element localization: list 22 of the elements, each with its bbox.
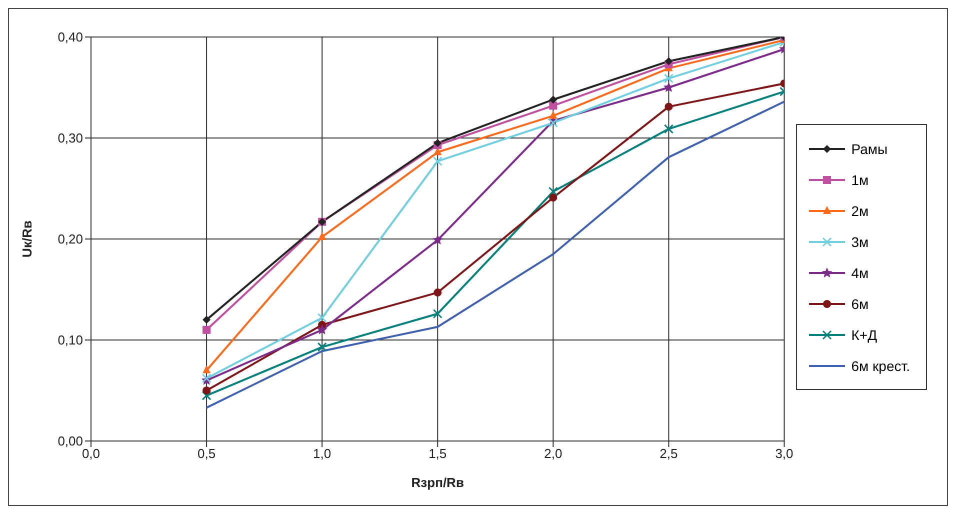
legend-label: 2м (851, 202, 869, 218)
legend-label: 4м (851, 264, 869, 280)
legend-label: 1м (851, 172, 869, 188)
x-tick-label: 0,0 (82, 446, 100, 462)
legend-label: Рамы (851, 140, 888, 156)
y-tick-label: 0,40 (58, 30, 83, 45)
x-tick-label: 2,5 (660, 446, 678, 462)
x-tick-label: 1,0 (313, 446, 332, 462)
y-axis-title: Uк/Rв (20, 220, 35, 258)
x-tick-label: 3,0 (775, 446, 794, 462)
x-tick-label: 0,5 (198, 446, 216, 462)
x-axis-title: Rзрп/Rв (411, 475, 464, 490)
legend-label: К+Д (851, 326, 878, 342)
x-tick-label: 2,0 (544, 446, 562, 462)
y-tick-label: 0,20 (58, 232, 83, 247)
legend-label: 6м (851, 296, 869, 312)
y-tick-label: 0,30 (58, 130, 83, 146)
legend-label: 3м (851, 234, 869, 250)
legend-label: 6м крест. (851, 358, 910, 374)
x-tick-label: 1,5 (428, 446, 447, 462)
y-tick-label: 0,00 (58, 434, 83, 449)
y-tick-label: 0,10 (58, 332, 83, 348)
